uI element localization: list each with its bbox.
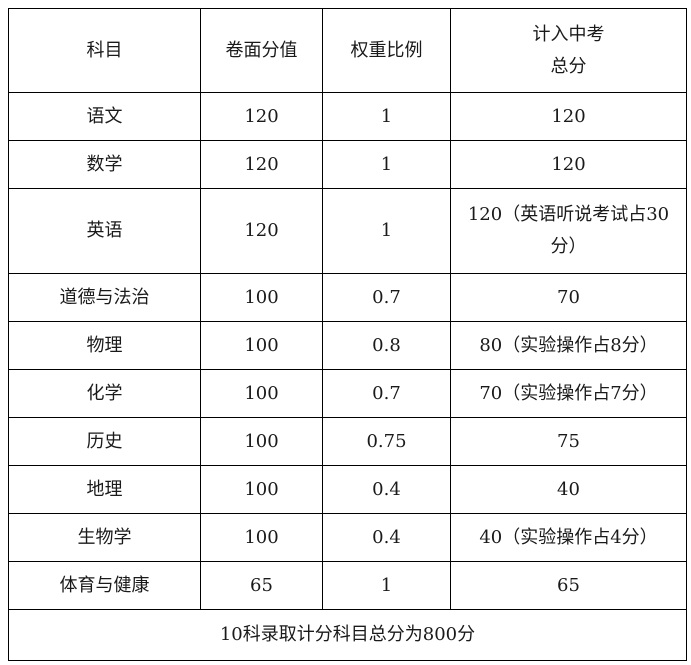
full-score-cell: 100 (200, 417, 323, 466)
subject-cell: 地理 (8, 465, 201, 514)
table-row: 历史 100 0.75 75 (8, 417, 687, 466)
full-score-cell: 100 (200, 321, 323, 370)
score-table: 科目 卷面分值 权重比例 计入中考 总分 语文 120 1 120 数学 120 1 120 英语… (8, 8, 687, 661)
table-row: 语文 120 1 120 (8, 92, 687, 141)
counted-score-cell: 80（实验操作占8分） (450, 321, 687, 370)
weight-cell: 0.4 (322, 513, 451, 562)
table-row: 道德与法治 100 0.7 70 (8, 273, 687, 322)
header-cell: 计入中考 总分 (450, 8, 687, 93)
table-row: 化学 100 0.7 70（实验操作占7分） (8, 369, 687, 418)
header-cell: 卷面分值 (200, 8, 323, 93)
subject-cell: 体育与健康 (8, 561, 201, 610)
table-row: 体育与健康 65 1 65 (8, 561, 687, 610)
counted-score-cell: 70 (450, 273, 687, 322)
full-score-cell: 120 (200, 140, 323, 189)
subject-cell: 英语 (8, 188, 201, 274)
subject-cell: 历史 (8, 417, 201, 466)
full-score-cell: 65 (200, 561, 323, 610)
weight-cell: 1 (322, 561, 451, 610)
full-score-cell: 100 (200, 273, 323, 322)
table-row: 地理 100 0.4 40 (8, 465, 687, 514)
header-cell: 科目 (8, 8, 201, 93)
weight-cell: 0.7 (322, 273, 451, 322)
counted-score-cell: 120（英语听说考试占30分） (450, 188, 687, 274)
header-line: 总分 (550, 55, 587, 77)
footer-row: 10科录取计分科目总分为800分 (8, 609, 687, 661)
header-line: 计入中考 (532, 23, 605, 45)
full-score-cell: 120 (200, 188, 323, 274)
table-row: 英语 120 1 120（英语听说考试占30分） (8, 188, 687, 274)
weight-cell: 0.4 (322, 465, 451, 514)
table-row: 生物学 100 0.4 40（实验操作占4分） (8, 513, 687, 562)
weight-cell: 1 (322, 188, 451, 274)
header-cell: 权重比例 (322, 8, 451, 93)
counted-score-cell: 40（实验操作占4分） (450, 513, 687, 562)
full-score-cell: 100 (200, 465, 323, 514)
subject-cell: 语文 (8, 92, 201, 141)
counted-score-cell: 40 (450, 465, 687, 514)
weight-cell: 1 (322, 140, 451, 189)
weight-cell: 1 (322, 92, 451, 141)
table-row: 物理 100 0.8 80（实验操作占8分） (8, 321, 687, 370)
weight-cell: 0.8 (322, 321, 451, 370)
subject-cell: 化学 (8, 369, 201, 418)
counted-score-cell: 65 (450, 561, 687, 610)
table-row: 数学 120 1 120 (8, 140, 687, 189)
counted-score-cell: 120 (450, 140, 687, 189)
full-score-cell: 100 (200, 369, 323, 418)
counted-score-cell: 70（实验操作占7分） (450, 369, 687, 418)
weight-cell: 0.75 (322, 417, 451, 466)
counted-score-cell: 120 (450, 92, 687, 141)
full-score-cell: 120 (200, 92, 323, 141)
counted-score-cell: 75 (450, 417, 687, 466)
weight-cell: 0.7 (322, 369, 451, 418)
header-row: 科目 卷面分值 权重比例 计入中考总分 (8, 8, 687, 93)
subject-cell: 数学 (8, 140, 201, 189)
subject-cell: 物理 (8, 321, 201, 370)
total-note: 10科录取计分科目总分为800分 (8, 609, 687, 661)
subject-cell: 生物学 (8, 513, 201, 562)
subject-cell: 道德与法治 (8, 273, 201, 322)
full-score-cell: 100 (200, 513, 323, 562)
